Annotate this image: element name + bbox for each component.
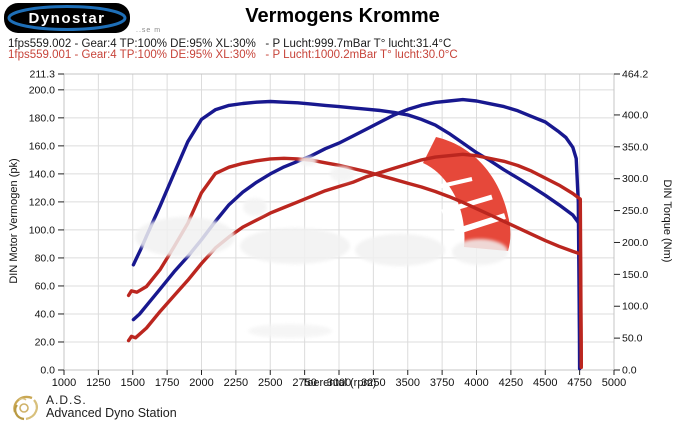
x-tick-label: 4000: [464, 377, 488, 389]
left-tick-label: 20.0: [35, 336, 56, 348]
x-tick-label: 1250: [86, 377, 110, 389]
right-tick-label: 100.0: [622, 301, 648, 313]
x-tick-label: 4500: [533, 377, 557, 389]
x-tick-label: 1500: [121, 377, 145, 389]
left-tick-label: 200.0: [29, 84, 55, 96]
right-tick-label: 250.0: [622, 205, 648, 217]
y-axis-title-left: DIN Motor Vermogen (pk): [8, 158, 20, 284]
left-tick-label: 60.0: [35, 280, 56, 292]
right-tick-label: 464.2: [622, 69, 648, 81]
left-tick-label: 120.0: [29, 196, 55, 208]
ads-abbr: A.D.S.: [46, 393, 87, 407]
left-tick-label: 0.0: [40, 365, 55, 377]
x-tick-label: 3500: [396, 377, 420, 389]
x-tick-label: 4750: [567, 377, 591, 389]
right-tick-label: 0.0: [622, 365, 637, 377]
left-tick-label: 180.0: [29, 112, 55, 124]
curve-torque-run-1fps559.001: [126, 156, 583, 370]
x-tick-label: 1750: [155, 377, 179, 389]
curve-torque-run-1fps559.002: [131, 99, 582, 367]
x-tick-label: 2750: [292, 377, 316, 389]
axis-label-layer: 1000 1250 1500 1750 2000 2250 2500 2750 3000 3250…: [29, 69, 649, 390]
axis-tick-layer: [58, 73, 620, 375]
run-info-line-001: 1fps559.001 - Gear:4 TP:100% DE:95% XL:3…: [8, 49, 458, 61]
left-tick-label: 140.0: [29, 168, 55, 180]
curve-power-run-1fps559.001: [126, 152, 583, 368]
y-axis-title-right: DIN Torque (Nm): [661, 179, 673, 263]
ads-name: Advanced Dyno Station: [46, 406, 177, 420]
logo-text: Dynostar: [28, 9, 106, 27]
x-tick-label: 1000: [52, 377, 76, 389]
x-axis-title: Toerental (rpm): [301, 377, 377, 389]
x-tick-label: 3000: [327, 377, 351, 389]
right-tick-label: 150.0: [622, 269, 648, 281]
x-tick-label: 4250: [499, 377, 523, 389]
x-tick-label: 2250: [224, 377, 248, 389]
left-tick-label: 100.0: [29, 224, 55, 236]
x-tick-label: 3250: [361, 377, 385, 389]
right-tick-label: 400.0: [622, 109, 648, 121]
series-layer-run-001: [126, 152, 583, 370]
right-tick-label: 50.0: [622, 333, 643, 345]
right-tick-label: 350.0: [622, 141, 648, 153]
x-tick-label: 5000: [602, 377, 626, 389]
watermark-arc-gap-1: [423, 177, 473, 192]
ghost-watermark: [135, 156, 508, 338]
ads-swirl-icon: [13, 395, 38, 421]
left-tick-label: 211.3: [30, 69, 56, 81]
right-tick-label: 200.0: [622, 237, 648, 249]
x-tick-label: 2500: [258, 377, 282, 389]
logo-ellipse-ring: [7, 5, 127, 31]
page-title: Vermogens Kromme: [245, 5, 440, 27]
run-info-line-002: 1fps559.002 - Gear:4 TP:100% DE:95% XL:3…: [8, 38, 452, 50]
logo-subtext: ..se m: [136, 27, 162, 34]
right-tick-label: 300.0: [622, 173, 648, 185]
left-tick-label: 40.0: [35, 308, 56, 320]
left-tick-label: 80.0: [35, 252, 56, 264]
dynostar-logo: Dynostar: [4, 3, 130, 33]
x-tick-label: 2000: [189, 377, 213, 389]
x-tick-label: 3750: [430, 377, 454, 389]
left-tick-label: 160.0: [29, 140, 55, 152]
